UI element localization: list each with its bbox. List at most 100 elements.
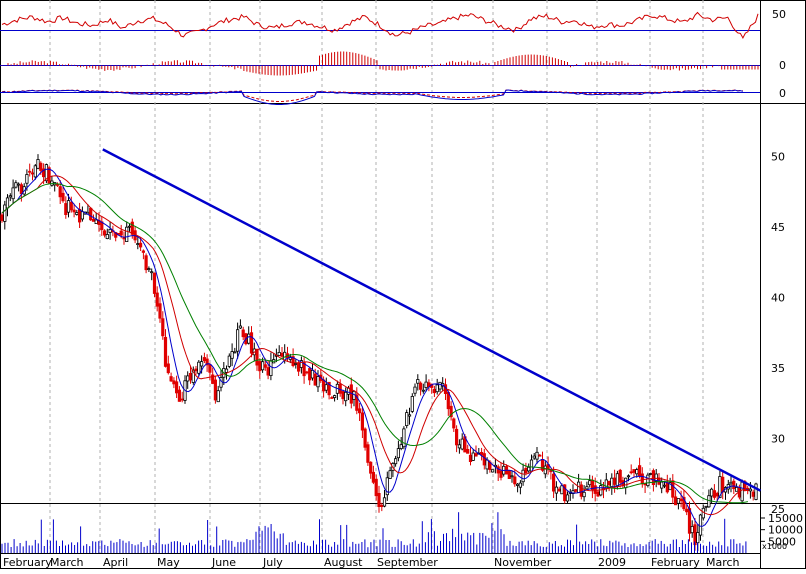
- candle-body: [535, 451, 539, 460]
- candle-body: [721, 476, 725, 493]
- candle-body: [402, 428, 406, 448]
- candle-body: [291, 356, 295, 367]
- candle-body: [524, 467, 528, 474]
- candle-body: [385, 477, 389, 496]
- month-label-8: November: [494, 556, 552, 569]
- candle-body: [454, 428, 459, 446]
- month-label-6: August: [324, 556, 363, 569]
- candle-body: [247, 333, 251, 344]
- candle-body: [696, 532, 700, 544]
- candle-body: [199, 361, 204, 367]
- candle-body: [629, 471, 633, 474]
- candle-body: [424, 381, 428, 389]
- moving-average-long: [1, 183, 748, 504]
- candle-body: [108, 228, 112, 233]
- candle-body: [5, 197, 10, 209]
- candle-body: [552, 473, 556, 492]
- candle-body: [327, 381, 331, 396]
- candle-body: [305, 371, 309, 374]
- candle-body: [676, 498, 681, 504]
- candle-body: [94, 219, 98, 224]
- candle-body: [241, 329, 245, 338]
- candle-body: [707, 495, 711, 508]
- candle-body: [194, 368, 198, 372]
- candle-body: [432, 388, 437, 394]
- candle-body: [235, 329, 240, 352]
- candle-body: [710, 488, 714, 497]
- candle-body: [507, 470, 511, 479]
- candle-body: [662, 484, 667, 487]
- trendline: [102, 148, 762, 492]
- candle-body: [449, 405, 453, 418]
- candle-body: [521, 469, 525, 483]
- candle-body: [316, 376, 320, 388]
- candle-body: [460, 438, 464, 450]
- candle-body: [396, 448, 401, 459]
- candle-body: [258, 361, 262, 372]
- candle-body: [158, 303, 162, 319]
- candle-body: [161, 318, 165, 337]
- histogram-tick-0: 0: [779, 59, 786, 72]
- candle-body: [344, 391, 348, 402]
- candle-body: [16, 183, 21, 186]
- candle-body: [152, 272, 157, 294]
- candle-body: [410, 395, 414, 412]
- candle-body: [127, 225, 132, 228]
- candle-body: [532, 455, 536, 459]
- candle-body: [72, 209, 76, 213]
- volume-tick-15000: 15000: [768, 512, 803, 525]
- month-label-7: September: [377, 556, 438, 569]
- candle-body: [585, 486, 589, 490]
- candle-body: [266, 367, 270, 376]
- candle-body: [380, 504, 384, 507]
- candle-body: [202, 357, 206, 361]
- candle-body: [269, 360, 273, 377]
- candle-body: [64, 203, 68, 216]
- month-label-4: June: [211, 556, 236, 569]
- candle-body: [626, 475, 631, 478]
- candle-body: [308, 368, 312, 381]
- candle-body: [180, 398, 184, 401]
- candle-body: [355, 394, 359, 411]
- candle-body: [682, 496, 686, 510]
- candle-body: [735, 486, 739, 492]
- candle-body: [374, 478, 378, 497]
- candle-body: [36, 159, 40, 169]
- candle-body: [554, 486, 559, 494]
- month-label-2: April: [103, 556, 128, 569]
- candle-body: [294, 363, 298, 365]
- candle-body: [33, 165, 37, 178]
- candle-body: [78, 208, 82, 223]
- candle-body: [610, 477, 614, 488]
- candle-body: [138, 242, 143, 248]
- candle-body: [249, 332, 254, 354]
- candle-body: [313, 373, 317, 386]
- candle-body: [177, 389, 181, 402]
- candle-body: [188, 372, 193, 381]
- candle-body: [407, 414, 412, 417]
- candle-body: [191, 369, 195, 383]
- candle-body: [635, 469, 639, 475]
- rsi-tick-50: 50: [772, 8, 786, 21]
- candle-body: [613, 477, 617, 485]
- candle-body: [579, 484, 583, 497]
- candle-body: [174, 381, 179, 394]
- month-label-5: July: [262, 556, 283, 569]
- month-label-10: February: [651, 556, 700, 569]
- candle-body: [89, 207, 93, 221]
- candle-body: [363, 428, 367, 448]
- candle-body: [30, 172, 35, 175]
- candle-body: [150, 271, 154, 274]
- candle-body: [296, 362, 301, 372]
- candle-body: [366, 444, 370, 463]
- candle-body: [141, 250, 145, 253]
- candle-body: [277, 351, 281, 356]
- candle-body: [468, 454, 473, 463]
- candle-body: [565, 494, 570, 502]
- candle-body: [11, 187, 15, 200]
- candle-body: [643, 483, 647, 486]
- candle-body: [499, 470, 503, 478]
- candle-body: [147, 268, 151, 271]
- candle-body: [58, 186, 62, 198]
